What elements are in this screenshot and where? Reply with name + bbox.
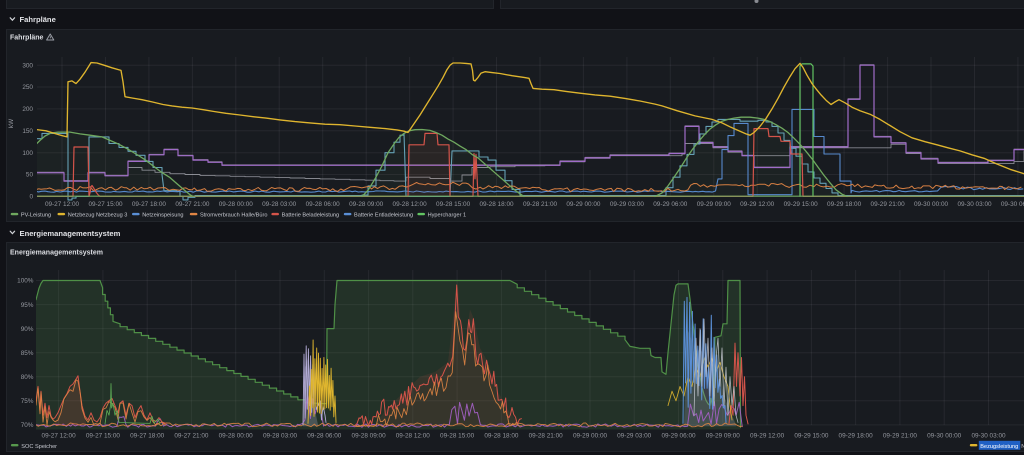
svg-text:09-30 06:00: 09-30 06:00 bbox=[1001, 201, 1024, 208]
svg-text:09-27 12:00: 09-27 12:00 bbox=[42, 432, 77, 439]
svg-text:09-29 18:00: 09-29 18:00 bbox=[827, 201, 862, 208]
svg-text:70%: 70% bbox=[21, 422, 34, 429]
svg-text:09-29 18:00: 09-29 18:00 bbox=[839, 432, 874, 439]
svg-text:09-28 21:00: 09-28 21:00 bbox=[523, 201, 558, 208]
svg-text:95%: 95% bbox=[21, 302, 34, 309]
svg-text:0: 0 bbox=[29, 194, 33, 201]
svg-text:09-27 12:00: 09-27 12:00 bbox=[45, 201, 80, 208]
svg-text:09-27 18:00: 09-27 18:00 bbox=[130, 432, 165, 439]
svg-text:300: 300 bbox=[22, 62, 33, 69]
svg-text:09-29 00:00: 09-29 00:00 bbox=[566, 201, 601, 208]
svg-text:Energiemanagementsystem: Energiemanagementsystem bbox=[20, 229, 121, 238]
svg-text:09-28 09:00: 09-28 09:00 bbox=[352, 432, 387, 439]
svg-text:09-29 21:00: 09-29 21:00 bbox=[883, 432, 918, 439]
svg-text:09-28 12:00: 09-28 12:00 bbox=[393, 201, 428, 208]
svg-text:Batterie Beladeleistung: Batterie Beladeleistung bbox=[282, 213, 340, 219]
svg-text:09-30 03:00: 09-30 03:00 bbox=[957, 201, 992, 208]
svg-text:150: 150 bbox=[22, 128, 33, 135]
svg-text:100: 100 bbox=[22, 150, 33, 157]
svg-text:09-28 21:00: 09-28 21:00 bbox=[529, 432, 564, 439]
svg-text:250: 250 bbox=[22, 84, 33, 91]
svg-text:09-29 09:00: 09-29 09:00 bbox=[706, 432, 741, 439]
svg-text:09-28 09:00: 09-28 09:00 bbox=[349, 201, 384, 208]
svg-text:85%: 85% bbox=[21, 350, 34, 357]
svg-text:09-27 21:00: 09-27 21:00 bbox=[174, 432, 209, 439]
svg-text:Netzeinspeisung: Netzeinspeisung bbox=[142, 213, 183, 219]
svg-text:09-29 12:00: 09-29 12:00 bbox=[740, 201, 775, 208]
svg-text:09-28 03:00: 09-28 03:00 bbox=[262, 201, 297, 208]
svg-text:09-29 00:00: 09-29 00:00 bbox=[573, 432, 608, 439]
svg-text:50: 50 bbox=[26, 172, 34, 179]
svg-text:09-29 03:00: 09-29 03:00 bbox=[610, 201, 645, 208]
svg-text:SOC Speicher: SOC Speicher bbox=[21, 444, 57, 450]
svg-text:09-28 06:00: 09-28 06:00 bbox=[307, 432, 342, 439]
svg-text:09-30 00:00: 09-30 00:00 bbox=[914, 201, 949, 208]
svg-text:09-29 09:00: 09-29 09:00 bbox=[697, 201, 732, 208]
svg-text:09-29 06:00: 09-29 06:00 bbox=[661, 432, 696, 439]
svg-text:Stromverbrauch Halle/Büro: Stromverbrauch Halle/Büro bbox=[200, 213, 267, 219]
svg-text:Bezugsleistung: Bezugsleistung bbox=[980, 444, 1018, 450]
svg-text:09-30 00:00: 09-30 00:00 bbox=[927, 432, 962, 439]
svg-text:Fahrpläne: Fahrpläne bbox=[10, 35, 44, 42]
svg-text:09-28 15:00: 09-28 15:00 bbox=[440, 432, 475, 439]
svg-text:Energiemanagementsystem: Energiemanagementsystem bbox=[10, 250, 103, 257]
svg-text:Batterie Entladeleistung: Batterie Entladeleistung bbox=[354, 213, 413, 219]
svg-text:Netzbezug Netzbezug 3: Netzbezug Netzbezug 3 bbox=[68, 213, 128, 219]
svg-text:Hypercharger 1: Hypercharger 1 bbox=[428, 213, 467, 219]
svg-text:09-29 21:00: 09-29 21:00 bbox=[871, 201, 906, 208]
svg-text:80%: 80% bbox=[21, 374, 34, 381]
svg-text:09-29 15:00: 09-29 15:00 bbox=[784, 201, 819, 208]
svg-text:09-28 15:00: 09-28 15:00 bbox=[436, 201, 471, 208]
svg-text:09-29 06:00: 09-29 06:00 bbox=[653, 201, 688, 208]
svg-text:09-28 00:00: 09-28 00:00 bbox=[219, 432, 254, 439]
svg-text:09-27 15:00: 09-27 15:00 bbox=[86, 432, 121, 439]
svg-text:09-30 03:00: 09-30 03:00 bbox=[971, 432, 1006, 439]
svg-text:kW: kW bbox=[8, 118, 15, 128]
svg-text:09-28 06:00: 09-28 06:00 bbox=[306, 201, 341, 208]
svg-text:09-28 03:00: 09-28 03:00 bbox=[263, 432, 298, 439]
svg-text:PV-Leistung: PV-Leistung bbox=[21, 213, 51, 219]
svg-text:Ne: Ne bbox=[1021, 444, 1024, 450]
svg-text:09-28 18:00: 09-28 18:00 bbox=[484, 432, 519, 439]
svg-text:09-28 12:00: 09-28 12:00 bbox=[396, 432, 431, 439]
svg-text:200: 200 bbox=[22, 106, 33, 113]
svg-text:09-27 18:00: 09-27 18:00 bbox=[132, 201, 167, 208]
svg-text:09-29 12:00: 09-29 12:00 bbox=[750, 432, 785, 439]
svg-text:09-28 00:00: 09-28 00:00 bbox=[219, 201, 254, 208]
svg-text:09-27 21:00: 09-27 21:00 bbox=[175, 201, 210, 208]
svg-text:09-29 15:00: 09-29 15:00 bbox=[794, 432, 829, 439]
svg-text:09-28 18:00: 09-28 18:00 bbox=[479, 201, 514, 208]
svg-text:90%: 90% bbox=[21, 326, 34, 333]
svg-text:75%: 75% bbox=[21, 398, 34, 405]
svg-text:100%: 100% bbox=[17, 278, 34, 285]
svg-text:09-27 15:00: 09-27 15:00 bbox=[88, 201, 123, 208]
svg-text:09-29 03:00: 09-29 03:00 bbox=[617, 432, 652, 439]
svg-text:Fahrpläne: Fahrpläne bbox=[20, 15, 56, 24]
